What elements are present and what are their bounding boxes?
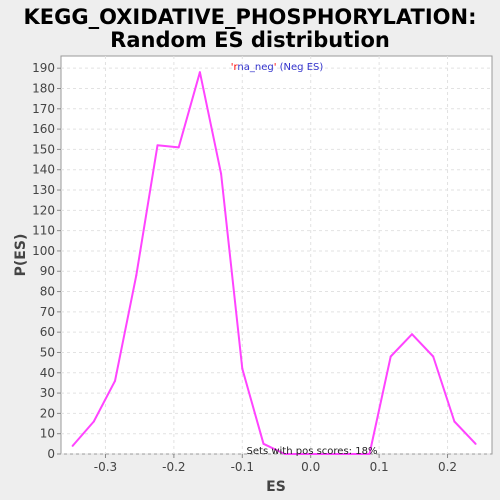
y-tick-label: 140 — [32, 163, 55, 177]
legend-quote-close: ' — [274, 62, 277, 73]
legend: 'rna_neg' (Neg ES) — [231, 62, 324, 73]
y-tick-label: 190 — [32, 61, 55, 75]
data-point — [92, 420, 95, 423]
x-tick-label: 0.0 — [301, 460, 320, 474]
y-tick-label: 80 — [40, 285, 55, 299]
pos-scores-annotation: Sets with pos scores: 18% — [247, 446, 378, 457]
y-tick-label: 50 — [40, 345, 55, 359]
x-tick-label: 0.2 — [438, 460, 457, 474]
y-tick-label: 10 — [40, 427, 55, 441]
series-line — [71, 71, 477, 455]
data-point — [453, 420, 456, 423]
y-tick-label: 150 — [32, 142, 55, 156]
legend-prefix: r — [233, 62, 238, 73]
y-tick-label: 30 — [40, 386, 55, 400]
data-point — [241, 367, 244, 370]
data-point — [283, 453, 286, 455]
x-tick-label: -0.3 — [94, 460, 117, 474]
x-axis-label: ES — [266, 479, 286, 495]
series-line-group — [71, 71, 477, 455]
x-tick-label: -0.2 — [162, 460, 185, 474]
y-tick-label: 160 — [32, 122, 55, 136]
y-tick-label: 100 — [32, 244, 55, 258]
legend-name: na_neg — [237, 62, 273, 73]
data-point — [304, 453, 307, 455]
data-point — [71, 444, 74, 447]
data-point — [220, 172, 223, 175]
data-point — [368, 453, 371, 455]
plot-area — [60, 55, 493, 455]
chart-title-line2: Random ES distribution — [110, 28, 390, 52]
data-point — [347, 453, 350, 455]
y-tick-label: 130 — [32, 183, 55, 197]
x-axis: -0.3 -0.2 -0.1 0.0 0.1 0.2 — [94, 454, 457, 474]
y-axis-label: P(ES) — [13, 234, 29, 277]
chart-title-line1: KEGG_OXIDATIVE_PHOSPHORYLATION: — [24, 5, 477, 29]
data-point — [114, 379, 117, 382]
x-tick-label: -0.1 — [231, 460, 254, 474]
data-point — [389, 355, 392, 358]
data-point — [198, 71, 201, 74]
y-tick-label: 20 — [40, 406, 55, 420]
y-axis: 0 10 20 30 40 50 60 70 80 90 100 110 120 130 140 150 160… — [32, 61, 61, 461]
data-point — [410, 333, 413, 336]
y-tick-label: 40 — [40, 366, 55, 380]
data-point — [177, 146, 180, 149]
y-tick-label: 90 — [40, 264, 55, 278]
data-point — [135, 274, 138, 277]
data-point — [156, 144, 159, 147]
y-tick-label: 120 — [32, 203, 55, 217]
data-point — [262, 442, 265, 445]
data-point — [474, 442, 477, 445]
x-tick-label: 0.1 — [370, 460, 389, 474]
data-point — [326, 453, 329, 455]
grid — [61, 56, 492, 455]
data-point — [432, 355, 435, 358]
legend-suffix: (Neg ES) — [276, 62, 323, 73]
y-tick-label: 70 — [40, 305, 55, 319]
y-tick-label: 170 — [32, 102, 55, 116]
y-tick-label: 60 — [40, 325, 55, 339]
y-tick-label: 0 — [47, 447, 55, 461]
y-tick-label: 110 — [32, 224, 55, 238]
y-tick-label: 180 — [32, 81, 55, 95]
legend-quote-open: ' — [231, 62, 234, 73]
